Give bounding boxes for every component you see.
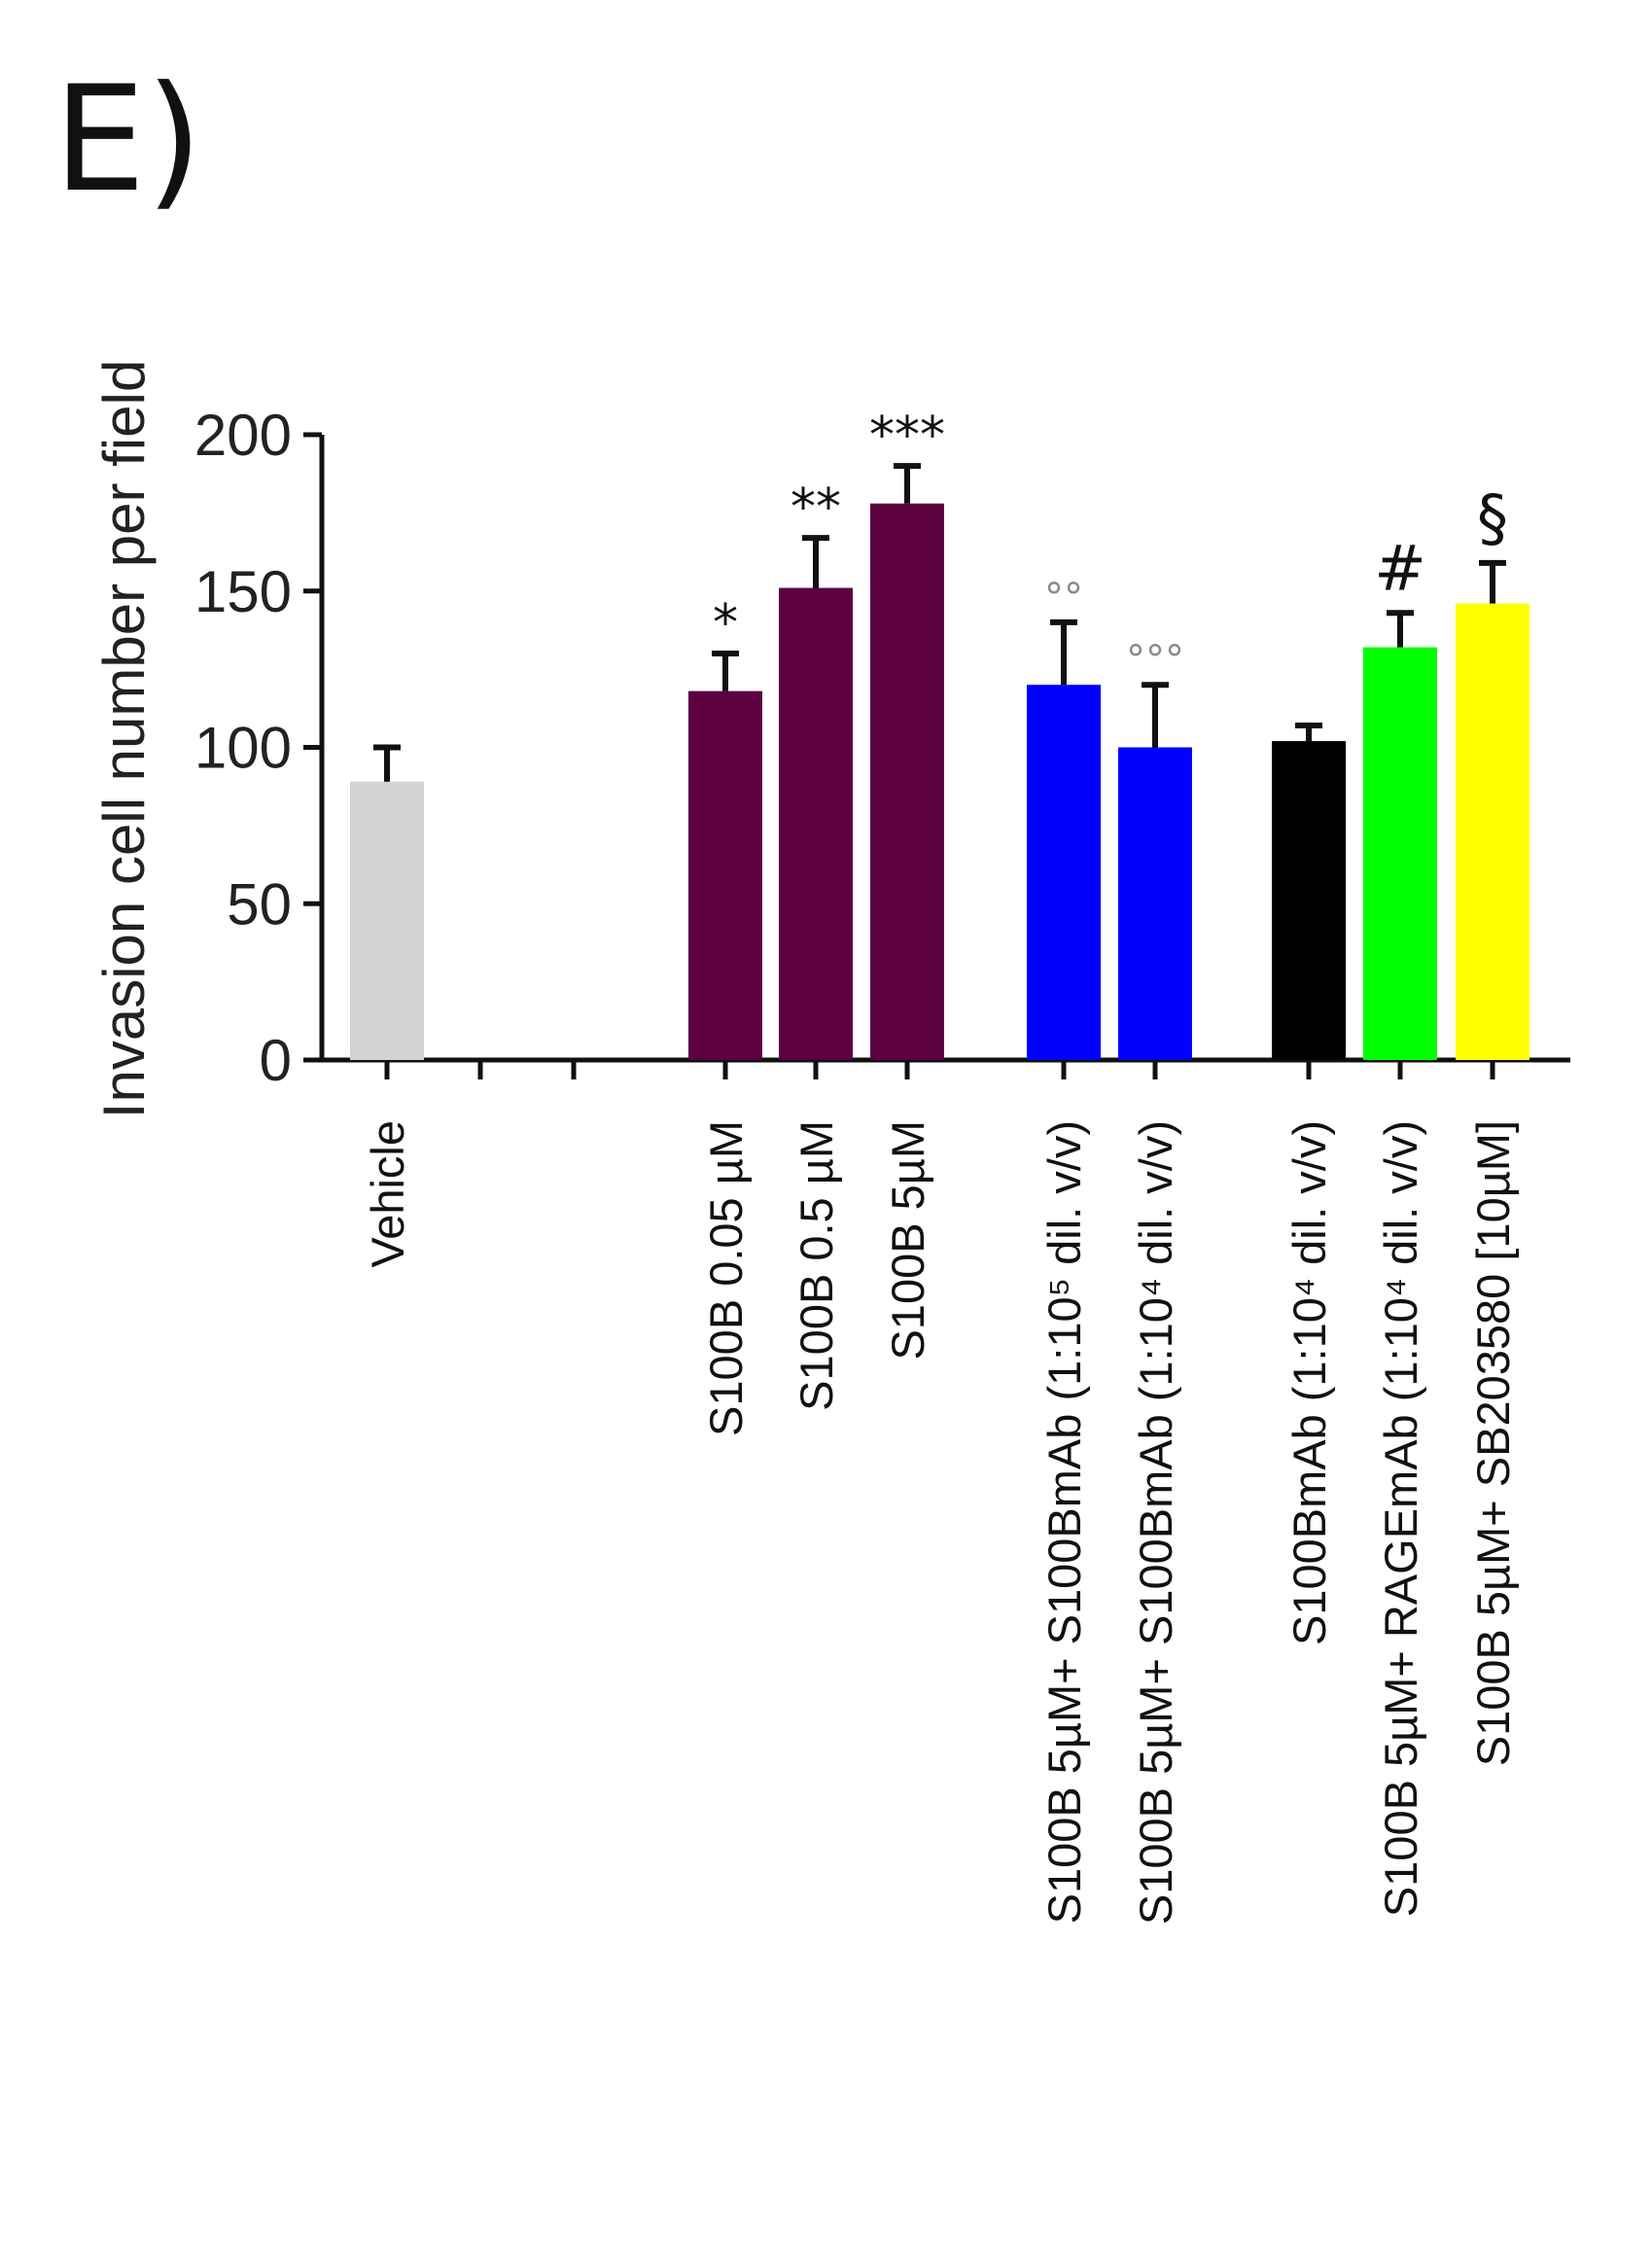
bar (1456, 603, 1529, 1060)
bar (1027, 685, 1101, 1060)
significance-marker: ** (791, 478, 841, 537)
significance-marker: * (713, 594, 738, 653)
significance-marker: °°° (1126, 638, 1184, 683)
bar (350, 781, 424, 1060)
panel-label: E) (53, 55, 202, 225)
y-tick-label: 100 (194, 716, 292, 781)
x-category-label: Vehicle (362, 1120, 413, 1268)
x-category-label: S100B 0.5 µM (791, 1120, 842, 1411)
significance-marker: § (1477, 483, 1508, 555)
y-ticks: 0 50 100 150 200 (194, 403, 322, 1093)
x-category-label: S100B 5µM+ SB203580 [10µM] (1467, 1120, 1519, 1766)
y-tick-label: 150 (194, 559, 292, 624)
bar (1118, 747, 1192, 1060)
x-ticks (384, 1060, 1495, 1079)
annotations: ******°°°°°#§ (713, 406, 1508, 683)
y-axis-title: Invasion cell number per field (91, 360, 157, 1118)
x-category-label: S100B 5µM+ RAGEmAb (1:10⁴ dil. v/v) (1375, 1120, 1426, 1917)
x-category-label: S100B 0.05 µM (700, 1120, 752, 1436)
x-category-label: S100B 5µM+ S100BmAb (1:10⁴ dil. v/v) (1130, 1120, 1181, 1925)
bar (1272, 741, 1346, 1060)
x-category-label: S100B 5µM+ S100BmAb (1:10⁵ dil. v/v) (1038, 1120, 1090, 1924)
significance-marker: # (1374, 533, 1426, 605)
y-tick-label: 0 (260, 1028, 292, 1093)
significance-marker: °° (1044, 576, 1083, 620)
category-labels: Vehicle S100B 0.05 µM S100B 0.5 µM S100B 5µ… (362, 1120, 1519, 1925)
y-tick-label: 50 (227, 871, 292, 937)
bar (779, 587, 853, 1060)
significance-marker: *** (869, 406, 945, 465)
bar (1363, 647, 1437, 1060)
bar (870, 503, 944, 1060)
bar (688, 690, 762, 1060)
x-category-label: S100B 5µM (882, 1120, 933, 1361)
bars (350, 463, 1529, 1060)
x-category-label: S100BmAb (1:10⁴ dil. v/v) (1283, 1120, 1335, 1645)
y-tick-label: 200 (194, 403, 292, 468)
